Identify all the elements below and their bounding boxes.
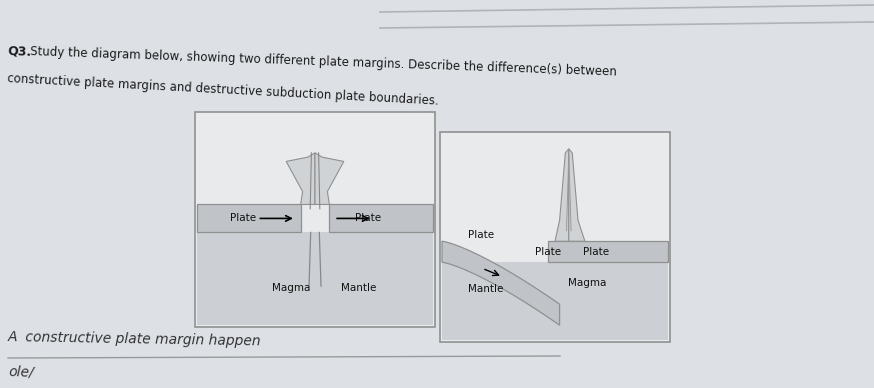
Polygon shape <box>569 149 585 241</box>
Polygon shape <box>286 153 315 204</box>
Text: Magma: Magma <box>568 278 607 288</box>
Text: Plate: Plate <box>468 230 495 240</box>
Bar <box>197 204 301 232</box>
Bar <box>440 132 670 342</box>
Bar <box>197 232 433 325</box>
Text: Plate: Plate <box>583 247 609 257</box>
Text: Study the diagram below, showing two different plate margins. Describe the diffe: Study the diagram below, showing two dif… <box>30 45 616 78</box>
Text: Q3.: Q3. <box>8 45 32 59</box>
Bar <box>442 262 668 340</box>
Text: Magma: Magma <box>272 283 310 293</box>
Text: Plate: Plate <box>230 213 256 223</box>
Polygon shape <box>315 153 343 204</box>
Text: Plate: Plate <box>355 213 381 223</box>
Polygon shape <box>442 241 559 325</box>
Text: A  constructive plate margin happen: A constructive plate margin happen <box>8 330 261 348</box>
Bar <box>548 241 668 262</box>
Polygon shape <box>555 149 569 241</box>
Text: ole/: ole/ <box>8 365 34 380</box>
Bar <box>329 204 433 232</box>
Bar <box>195 112 435 327</box>
Text: constructive plate margins and destructive subduction plate boundaries.: constructive plate margins and destructi… <box>7 72 440 107</box>
Text: Mantle: Mantle <box>468 284 503 294</box>
Text: Plate: Plate <box>535 247 561 257</box>
Text: Mantle: Mantle <box>341 283 376 293</box>
